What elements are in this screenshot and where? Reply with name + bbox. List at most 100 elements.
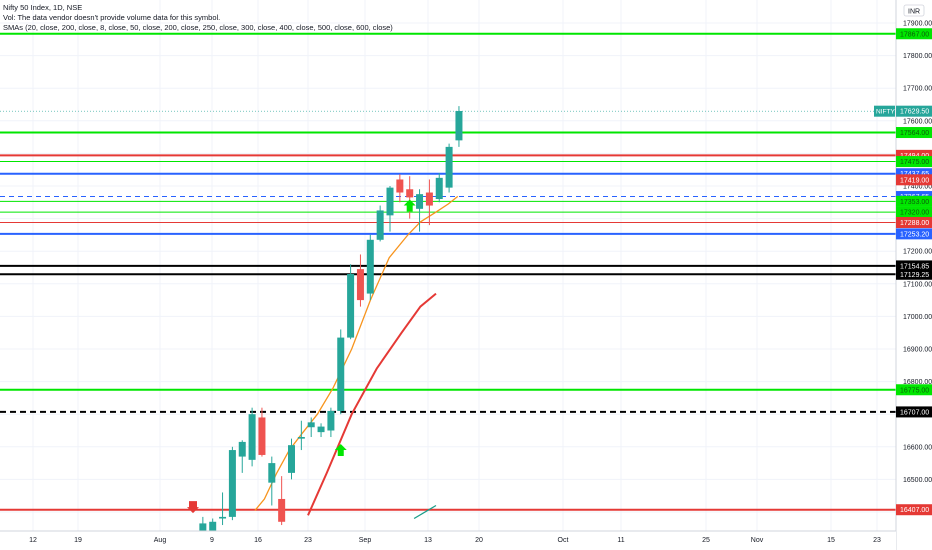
price-tick-label: 16900.00	[903, 347, 932, 354]
candle-body	[445, 146, 453, 188]
time-tick-label: 12	[29, 537, 37, 544]
candle-body	[356, 269, 364, 301]
candle-body	[425, 192, 433, 206]
symbol-tag-badge	[874, 105, 895, 117]
candle-body	[248, 414, 256, 460]
price-tick-label: 16500.00	[903, 477, 932, 484]
level-price-label: 17353.00	[900, 199, 929, 206]
sma-indicator-label[interactable]: SMAs (20, close, 200, close, 8, close, 5…	[3, 23, 393, 32]
symbol-tag-label: NIFTY	[876, 109, 895, 116]
time-tick-label: 23	[304, 537, 312, 544]
level-price-label: 16407.00	[900, 507, 929, 514]
level-price-badge	[896, 149, 932, 161]
candle-body	[307, 422, 315, 428]
time-tick-label: 20	[475, 537, 483, 544]
currency-badge	[903, 4, 925, 17]
level-price-badge	[896, 217, 932, 229]
sma-lines	[254, 195, 459, 520]
last-price-badge	[896, 105, 932, 117]
level-price-badge	[896, 156, 932, 168]
candle-body	[396, 179, 404, 193]
buy-arrow-icon	[334, 444, 347, 457]
horizontal-levels	[0, 32, 896, 511]
level-price-label: 17154.85	[900, 263, 929, 270]
level-price-label: 17475.00	[900, 159, 929, 166]
candle-body	[288, 445, 295, 473]
chart-legend: Nifty 50 Index, 1D, NSE Vol: The data ve…	[3, 3, 393, 33]
level-price-badge	[896, 260, 932, 272]
candle-body	[327, 410, 335, 431]
candle-body	[337, 337, 345, 411]
level-price-badge	[896, 268, 932, 280]
level-price-label: 16775.00	[900, 387, 929, 394]
volume-note: Vol: The data vendor doesn't provide vol…	[3, 13, 221, 22]
candle-body	[219, 516, 227, 519]
last-price-label: 17629.50	[900, 109, 929, 116]
candle-body	[435, 177, 443, 200]
level-price-badge	[896, 195, 932, 207]
currency-label: INR	[908, 9, 920, 16]
level-price-badge	[896, 406, 932, 418]
price-tick-label: 17000.00	[903, 314, 932, 321]
candle-body	[209, 521, 217, 535]
candle-body	[268, 463, 276, 483]
candle-body	[317, 426, 325, 433]
time-axis[interactable]: 12 19 Aug 9 16 23 Sep 13 20 Oct 11 25 Nov 15 23	[0, 530, 896, 550]
time-tick-label: 13	[424, 537, 432, 544]
level-price-badge	[896, 206, 932, 218]
candle-body	[416, 194, 424, 209]
signal-markers	[187, 199, 416, 514]
level-price-badge	[896, 228, 932, 240]
time-tick-label: 19	[74, 537, 82, 544]
price-tick-label: 16600.00	[903, 444, 932, 451]
price-tick-label: 17900.00	[903, 21, 932, 28]
level-price-badge	[896, 28, 932, 40]
time-tick-label: Sep	[359, 537, 372, 544]
time-tick-label: Aug	[154, 537, 167, 544]
time-tick-label: Nov	[751, 537, 764, 544]
symbol-title[interactable]: Nifty 50 Index, 1D, NSE	[3, 3, 83, 12]
time-tick-label: 11	[617, 537, 624, 544]
time-tick-label: 23	[873, 537, 881, 544]
time-tick-label: 9	[210, 537, 214, 544]
candle-body	[347, 274, 355, 338]
level-price-badge	[896, 504, 932, 516]
candle-body	[238, 441, 246, 457]
candle-body	[386, 187, 394, 216]
candle-body	[228, 450, 236, 517]
level-price-label: 17320.00	[900, 210, 929, 217]
level-price-label: 16707.00	[900, 409, 929, 416]
level-price-badge	[896, 384, 932, 396]
candle-body	[406, 189, 414, 198]
time-tick-label: 16	[254, 537, 262, 544]
time-axis-bg	[0, 531, 896, 550]
level-price-label: 17288.00	[900, 220, 929, 227]
sma-teal-line	[413, 504, 437, 520]
candle-body	[199, 523, 207, 532]
level-price-label: 17867.00	[900, 31, 929, 38]
candle-body	[455, 111, 463, 141]
candle-body	[278, 498, 286, 522]
price-tick-label: 17700.00	[903, 86, 932, 93]
level-price-label: 17419.00	[900, 177, 929, 184]
price-tick-label: 17100.00	[903, 281, 932, 288]
level-price-badge	[896, 168, 932, 180]
level-price-label: 17129.25	[900, 272, 929, 279]
level-price-label: 17564.00	[900, 130, 929, 137]
sell-arrow-icon	[187, 501, 199, 514]
price-tick-label: 17600.00	[903, 118, 932, 125]
level-price-badge	[896, 127, 932, 139]
price-tick-label: 17400.00	[903, 184, 932, 191]
candle-body	[297, 437, 305, 439]
time-tick-label: Oct	[558, 537, 569, 544]
price-axis[interactable]: 17900.0017800.0017700.0017600.0017500.00…	[874, 0, 932, 550]
price-tick-label: 16800.00	[903, 379, 932, 386]
candle-body	[376, 210, 384, 240]
time-tick-label: 25	[702, 537, 710, 544]
level-price-badge	[896, 174, 932, 186]
sma-red-line	[307, 292, 437, 516]
level-price-label: 17253.20	[900, 231, 929, 238]
sma-orange-line	[254, 195, 459, 511]
time-tick-label: 15	[827, 537, 835, 544]
